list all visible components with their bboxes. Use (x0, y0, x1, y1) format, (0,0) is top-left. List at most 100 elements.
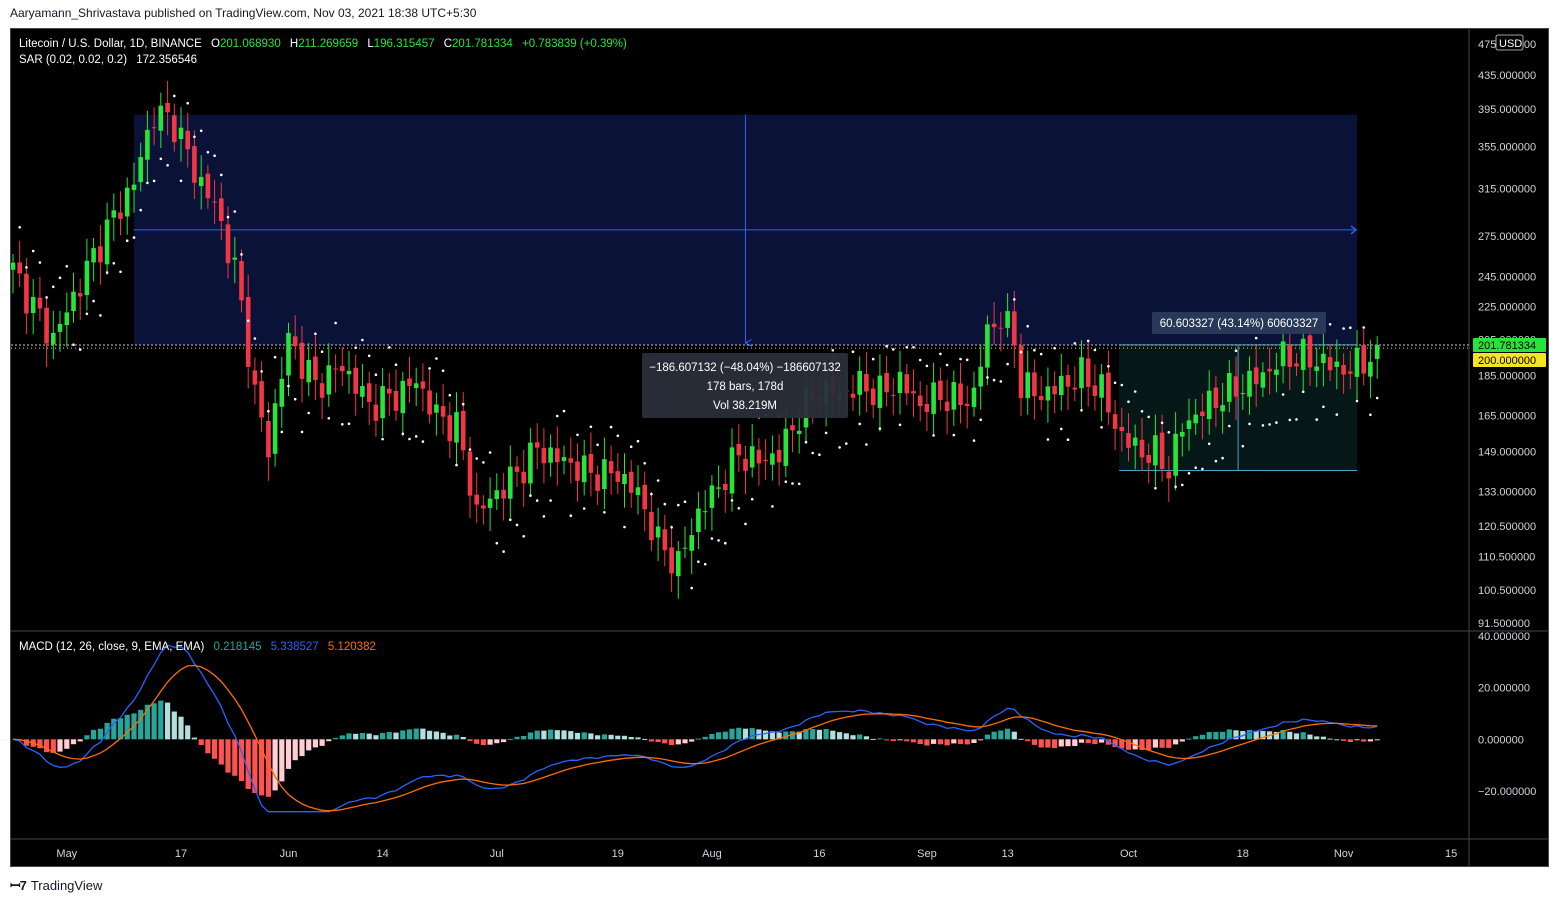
price-axis[interactable]: 475.000000435.000000395.000000355.000000… (1478, 39, 1536, 630)
sar-dot-78 (535, 499, 539, 502)
candle-body-72 (494, 490, 500, 500)
candle-body-60 (413, 383, 419, 389)
candle-body-108 (736, 444, 742, 456)
measure-down-box[interactable] (133, 114, 1358, 345)
sar-dot-143 (972, 439, 976, 442)
candle-body-126 (857, 370, 862, 395)
macd-hist-bar-142 (964, 739, 970, 745)
sar-dot-60 (414, 435, 418, 438)
measure-up-box[interactable] (1119, 344, 1357, 471)
macd-hist-bar-194 (1314, 736, 1320, 740)
candle-body-10 (77, 293, 83, 297)
macd-hist-bar-10 (77, 739, 83, 742)
candle-body-142 (964, 403, 970, 406)
macd-hist-bar-58 (400, 730, 406, 740)
macd-hist-bar-105 (716, 732, 722, 740)
macd-hist-bar-147 (998, 730, 1004, 740)
sar-dot-165 (1120, 383, 1124, 387)
macd-hist-bar-85 (581, 732, 587, 740)
macd-hist-bar-177 (1199, 734, 1205, 740)
candle-body-97 (662, 529, 668, 551)
macd-hist-bar-31 (218, 739, 224, 765)
sar-dot-175 (1187, 472, 1191, 475)
publisher-attribution: Aaryamann_Shrivastava published on Tradi… (10, 6, 477, 20)
sar-dot-53 (367, 354, 371, 358)
sar-dot-52 (361, 338, 364, 342)
candle-body-33 (232, 257, 238, 260)
sar-dot-163 (1107, 365, 1110, 368)
macd-hist-bar-130 (884, 739, 890, 741)
candle-body-63 (434, 404, 439, 413)
macd-hist-bar-51 (353, 733, 359, 740)
sar-dot-116 (791, 482, 794, 485)
macd-hist-bar-42 (292, 739, 298, 761)
candle-body-44 (306, 359, 311, 383)
macd-hist-bar-133 (904, 739, 910, 742)
tradingview-logo-icon: ꟷ7 (10, 878, 27, 893)
macd-hist-bar-61 (420, 728, 426, 740)
candle-body-195 (1321, 353, 1326, 364)
sar-dot-48 (334, 321, 337, 325)
macd-hist-bar-5 (44, 739, 50, 753)
sar-dot-157 (1066, 438, 1070, 442)
candle-body-143 (971, 387, 977, 408)
macd-tick-0: 40.000000 (1478, 631, 1530, 643)
macd-hist-bar-119 (810, 729, 816, 740)
macd-line (12, 644, 1378, 813)
candle-body-169 (1146, 455, 1151, 463)
price-legend: Litecoin / U.S. Dollar, 1D, BINANCE O201… (19, 38, 627, 66)
macd-hist-bar-145 (984, 734, 990, 740)
candle-body-49 (340, 365, 345, 372)
macd-hist-bar-125 (850, 735, 856, 740)
sar-dot-183 (1241, 444, 1245, 448)
candle-body-39 (272, 403, 278, 454)
time-axis[interactable]: May 17 Jun 14 Jul 19 Aug 16 Sep 13 Oct 18 Nov 15 (56, 848, 1457, 860)
sar-dot-201 (1362, 326, 1365, 329)
macd-hist-bar-116 (789, 731, 796, 740)
macd-hist-bar-98 (669, 739, 675, 745)
macd-hist-value: 0.218145 (214, 641, 262, 653)
macd-hist-bar-113 (769, 731, 775, 740)
candle-body-101 (689, 535, 694, 551)
candle-body-30 (212, 201, 217, 203)
chart-canvas[interactable]: 475.000000435.000000395.000000355.000000… (11, 29, 1549, 867)
macd-hist-bar-112 (763, 730, 769, 740)
sar-dot-192 (1301, 390, 1305, 394)
candle-body-113 (770, 453, 775, 465)
candle-body-189 (1280, 341, 1286, 367)
sar-dot-178 (1207, 442, 1211, 446)
macd-hist-bar-23 (165, 702, 171, 740)
sar-dot-17 (125, 239, 129, 242)
candle-body-93 (635, 487, 641, 496)
chart-frame[interactable]: 475.000000435.000000395.000000355.000000… (10, 28, 1549, 867)
candle-body-187 (1267, 368, 1272, 372)
macd-axis[interactable]: 40.000000 20.000000 0.000000 −20.000000 (1478, 631, 1536, 798)
candle-body-133 (904, 374, 910, 394)
macd-hist-bar-68 (467, 739, 473, 742)
macd-hist-bar-185 (1253, 730, 1259, 740)
macd-hist-bar-55 (380, 733, 386, 740)
sar-dot-41 (287, 384, 290, 388)
candle-body-105 (716, 487, 721, 489)
candle-body-140 (951, 382, 957, 410)
candle-body-134 (911, 391, 916, 394)
sar-dot-110 (750, 497, 754, 501)
candle-body-27 (192, 146, 197, 183)
candle-body-64 (440, 406, 446, 417)
candle-body-162 (1099, 374, 1104, 398)
sar-dot-148 (1006, 362, 1009, 366)
macd-hist-bar-41 (285, 739, 292, 769)
candle-body-15 (111, 210, 117, 218)
price-tick-10: 165.000000 (1478, 411, 1536, 423)
measure-down-line2: 178 bars, 178d (707, 381, 784, 393)
candle-body-2 (24, 273, 29, 314)
candle-body-86 (588, 454, 594, 473)
candle-body-152 (1032, 372, 1037, 397)
sar-dot-1 (18, 226, 21, 229)
candle-body-158 (1072, 387, 1078, 390)
sar-dot-20 (146, 181, 149, 185)
currency-button[interactable]: USD (1495, 34, 1524, 51)
candle-body-69 (474, 494, 479, 505)
candle-body-165 (1119, 427, 1125, 432)
macd-hist-bar-76 (521, 736, 527, 740)
